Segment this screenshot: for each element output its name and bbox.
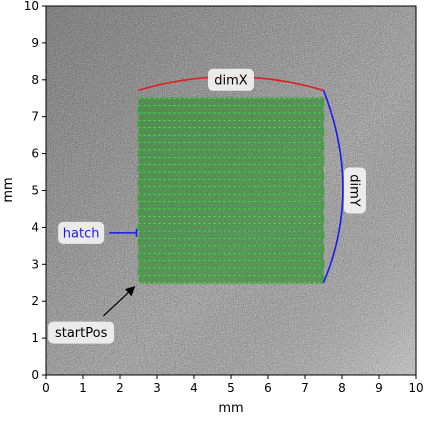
y-tick-label: 9 [31,36,39,50]
y-tick-label: 1 [31,331,39,345]
y-tick-label: 2 [31,294,39,308]
dimX-label-group: dimX [208,68,254,91]
startPos-label-group: startPos [48,321,115,344]
y-tick-label: 4 [31,220,39,234]
x-tick-label: 6 [264,381,272,395]
y-tick-label: 10 [24,0,39,13]
axis-ticks: 0 1 2 3 4 5 6 7 8 9 10 0 1 2 3 4 5 6 7 8 9 10 [24,0,424,395]
y-tick-label: 7 [31,110,39,124]
startPos-label-box [48,321,115,344]
x-tick-label: 10 [408,381,423,395]
hatch-label: hatch [63,226,100,241]
x-tick-label: 4 [190,381,198,395]
y-tick-label: 6 [31,147,39,161]
hatch-region [137,97,325,284]
startpos-arrow [102,286,136,317]
x-axis-label: mm [218,401,243,416]
dimY-label-box [343,167,366,214]
y-axis-label: mm [1,177,16,202]
x-tick-label: 2 [116,381,124,395]
y-tick-label: 5 [31,184,39,198]
dimX-label: dimX [214,73,248,88]
hatch-area [138,98,324,283]
x-tick-label: 1 [79,381,87,395]
x-tick-label: 5 [227,381,235,395]
hatch-label-group: hatch [58,221,105,244]
y-tick-label: 8 [31,73,39,87]
startPos-label: startPos [55,326,108,341]
x-tick-label: 9 [375,381,383,395]
dimY-label: dimY [346,174,361,207]
dimy-arc [322,89,344,284]
x-tick-label: 0 [42,381,50,395]
dimY-label-group: dimY [343,167,366,214]
dimX-label-box [208,68,254,91]
x-tick-label: 7 [301,381,309,395]
x-tick-label: 8 [338,381,346,395]
x-tick-label: 3 [153,381,161,395]
annotations-layer: dimX dimY hatch startPos [48,68,366,344]
y-tick-label: 3 [31,257,39,271]
y-tick-label: 0 [31,368,39,382]
hatch-label-box [58,221,105,244]
